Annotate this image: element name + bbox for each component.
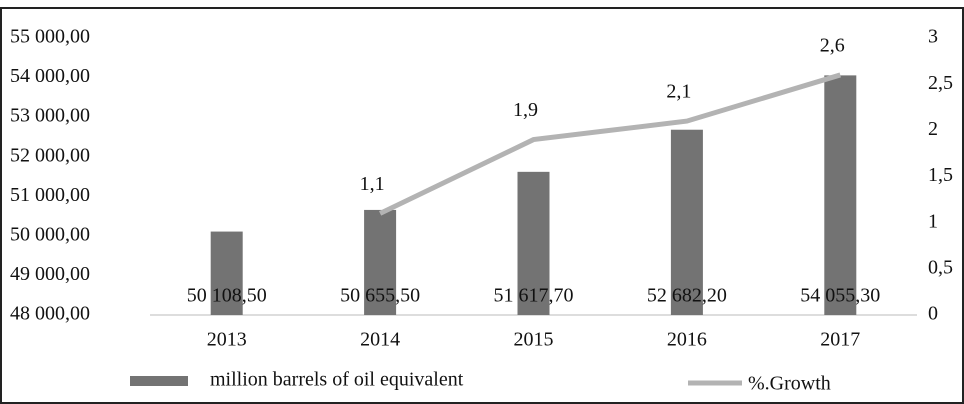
- x-tick-label: 2016: [667, 329, 707, 351]
- y-tick-label: 48 000,00: [10, 303, 90, 325]
- bar-value-label: 52 682,20: [647, 285, 727, 307]
- bar-value-label: 54 055,30: [800, 285, 880, 307]
- x-tick-label: 2015: [514, 329, 554, 351]
- y2-tick-label: 1: [928, 210, 938, 232]
- bar: [364, 209, 397, 315]
- y2-tick-label: 3: [928, 26, 938, 48]
- y2-tick-label: 0: [928, 303, 938, 325]
- frame: [0, 7, 964, 404]
- bar: [824, 75, 857, 316]
- x-tick-label: 2013: [207, 329, 247, 351]
- x-tick-label: 2014: [360, 329, 400, 351]
- line-value-label: 1,1: [360, 173, 385, 195]
- y2-tick-label: 0,5: [928, 256, 953, 278]
- x-tick-label: 2017: [820, 329, 860, 351]
- y-tick-label: 55 000,00: [10, 26, 90, 48]
- legend-label: million barrels of oil equivalent: [210, 369, 464, 391]
- y-tick-label: 53 000,00: [10, 105, 90, 127]
- bar-value-label: 50 655,50: [340, 285, 420, 307]
- y2-tick-label: 2: [928, 118, 938, 140]
- legend-label: %.Growth: [748, 373, 831, 395]
- y2-tick-label: 1,5: [928, 164, 953, 186]
- y-tick-label: 51 000,00: [10, 184, 90, 206]
- bar-value-label: 50 108,50: [187, 285, 267, 307]
- line-value-label: 2,6: [820, 35, 845, 57]
- y-tick-label: 49 000,00: [10, 263, 90, 285]
- bar: [210, 231, 243, 315]
- line-value-label: 1,9: [513, 99, 538, 121]
- y-tick-label: 52 000,00: [10, 144, 90, 166]
- line-value-label: 2,1: [666, 81, 691, 103]
- bar: [670, 129, 703, 315]
- bar-value-label: 51 617,70: [494, 285, 574, 307]
- bar: [517, 171, 550, 315]
- y-tick-label: 54 000,00: [10, 65, 90, 87]
- growth-line: [379, 72, 842, 216]
- legend-swatch: [130, 376, 188, 386]
- y-tick-label: 50 000,00: [10, 223, 90, 245]
- y2-tick-label: 2,5: [928, 72, 953, 94]
